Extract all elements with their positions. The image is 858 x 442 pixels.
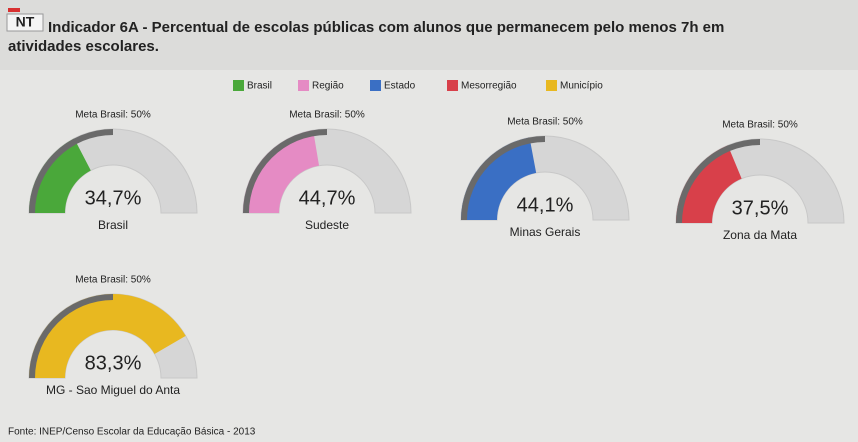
- badge: NT: [16, 14, 35, 30]
- legend-label: Região: [312, 81, 344, 92]
- target-label: Meta Brasil: 50%: [507, 117, 583, 128]
- legend-swatch: [298, 80, 309, 91]
- legend-label: Brasil: [247, 81, 272, 92]
- badge-box: [6, 13, 44, 32]
- legend-swatch: [447, 80, 458, 91]
- value-label: 44,7%: [299, 187, 356, 209]
- legend-swatch: [233, 80, 244, 91]
- source: Fonte: INEP/Censo Escolar da Educação Bá…: [8, 427, 256, 438]
- value-label: 44,1%: [517, 194, 574, 216]
- gauge-label: Zona da Mata: [723, 228, 797, 242]
- target-label: Meta Brasil: 50%: [722, 120, 798, 131]
- legend-swatch: [370, 80, 381, 91]
- gauge-value: [29, 138, 91, 213]
- target-label: Meta Brasil: 50%: [75, 275, 151, 286]
- value-label: 34,7%: [85, 187, 142, 209]
- badge-tab: [8, 8, 20, 12]
- target-label: Meta Brasil: 50%: [289, 110, 365, 121]
- gauge-target: [676, 139, 760, 223]
- gauge-value: [461, 137, 537, 220]
- gauge-label: Brasil: [98, 218, 128, 232]
- gauge-value: [243, 130, 320, 213]
- header-band: [0, 0, 858, 70]
- gauge-value: [676, 145, 742, 223]
- gauge-target: [29, 294, 113, 378]
- gauge-label: Minas Gerais: [510, 225, 581, 239]
- gauge-label: Sudeste: [305, 218, 349, 232]
- gauge-target: [243, 129, 327, 213]
- value-label: 37,5%: [732, 197, 789, 219]
- target-label: Meta Brasil: 50%: [75, 110, 151, 121]
- gauge-target: [461, 136, 545, 220]
- value-label: 83,3%: [85, 352, 142, 374]
- gauge-value: [29, 294, 186, 378]
- title-line: atividades escolares.: [8, 38, 159, 55]
- gauge-label: MG - Sao Miguel do Anta: [46, 383, 180, 397]
- title-line: Indicador 6A - Percentual de escolas púb…: [48, 19, 724, 36]
- legend-swatch: [546, 80, 557, 91]
- gauge-target: [29, 129, 113, 213]
- legend-label: Mesorregião: [461, 81, 517, 92]
- legend-label: Estado: [384, 81, 416, 92]
- legend-label: Município: [560, 81, 603, 92]
